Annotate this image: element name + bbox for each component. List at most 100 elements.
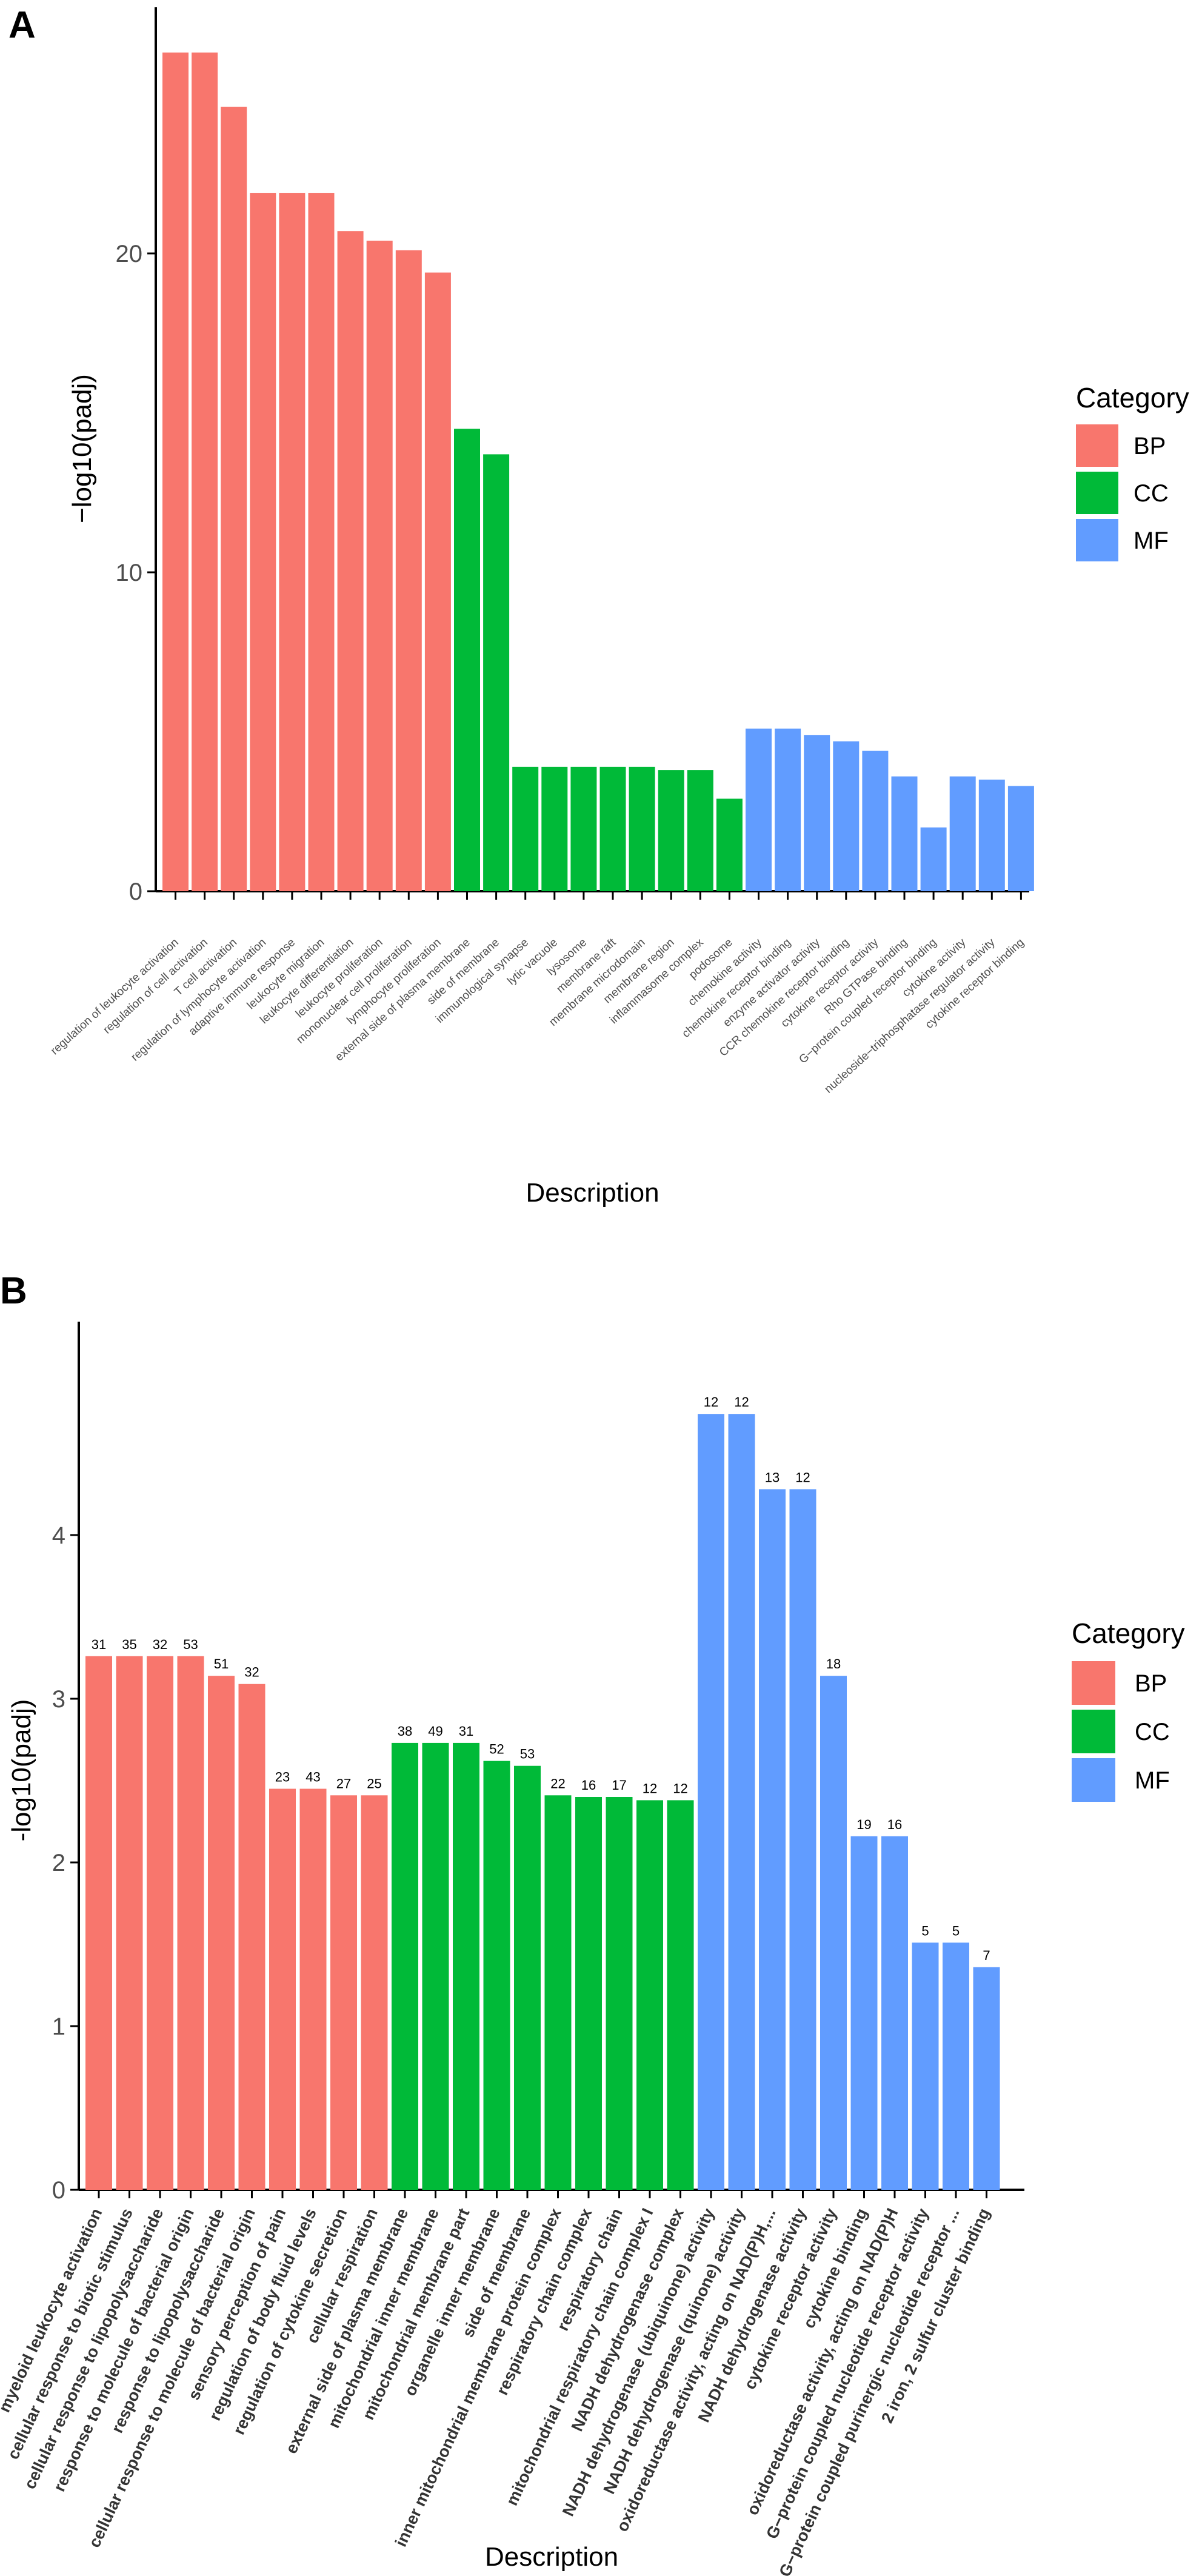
chart-a-legend-label: BP — [1134, 433, 1166, 460]
chart-a-bar — [424, 272, 451, 891]
chart-a-y-tick-label: 0 — [129, 878, 142, 905]
chart-b-bar — [667, 1800, 694, 2190]
chart-a-bar — [1007, 786, 1034, 891]
chart-a-bar — [570, 766, 597, 891]
chart-b-bar — [514, 1765, 541, 2190]
chart-b-bar — [912, 1942, 939, 2190]
chart-a-bar — [454, 429, 480, 891]
chart-b-bar — [698, 1414, 724, 2190]
chart-a-bar — [366, 240, 393, 892]
chart-a-y-tick-label: 20 — [116, 241, 143, 267]
chart-b-legend-swatch-mf — [1072, 1758, 1115, 1802]
chart-a-bar — [804, 735, 830, 891]
chart-b-y-tick-label: 3 — [52, 1686, 65, 1713]
chart-a-bar — [949, 776, 976, 891]
chart-b-count-label: 16 — [887, 1817, 902, 1832]
chart-b-count-label: 25 — [367, 1776, 381, 1791]
chart-b-bar — [544, 1795, 572, 2190]
chart-b-y-tick-label: 1 — [52, 2013, 65, 2040]
chart-b-bar — [147, 1656, 173, 2190]
chart-a-bar — [483, 454, 510, 891]
chart-a-x-axis-title: Description — [526, 1178, 659, 1208]
chart-b-y-tick-label: 2 — [52, 1850, 65, 1876]
chart-a-bar — [162, 52, 189, 892]
chart-b-bar — [728, 1414, 755, 2190]
chart-b-count-label: 31 — [92, 1637, 106, 1652]
panel-label-b: B — [0, 1270, 27, 1312]
chart-a-bar — [279, 193, 306, 891]
chart-b-count-label: 19 — [856, 1817, 871, 1832]
chart-b-count-label: 43 — [306, 1770, 320, 1785]
chart-b-count-label: 12 — [643, 1781, 657, 1796]
chart-a-legend-title: Category — [1076, 382, 1189, 413]
chart-a-bar — [629, 766, 655, 891]
chart-a-bar — [337, 231, 364, 892]
chart-b-bar — [85, 1656, 112, 2190]
chart-b-bar — [330, 1795, 357, 2190]
chart-b-bar — [850, 1836, 878, 2190]
chart-b-bar — [973, 1967, 1000, 2190]
chart-b-count-label: 49 — [428, 1724, 442, 1739]
chart-b-bar — [392, 1742, 418, 2190]
chart-b-bar — [881, 1836, 908, 2190]
chart-b-x-axis-title: Description — [485, 2542, 618, 2572]
chart-a-y-tick-label: 10 — [116, 560, 143, 586]
chart-b-count-label: 38 — [398, 1724, 412, 1739]
chart-b-count-label: 13 — [765, 1470, 780, 1485]
chart-b-count-label: 16 — [581, 1778, 596, 1793]
chart-b-count-label: 27 — [336, 1776, 351, 1791]
chart-b-y-tick-label: 0 — [52, 2177, 65, 2204]
chart-b-count-label: 5 — [952, 1923, 960, 1938]
chart-b-count-label: 22 — [550, 1776, 565, 1791]
chart-a-bar — [862, 751, 889, 891]
chart-b-count-label: 53 — [183, 1637, 198, 1652]
chart-a-bar — [250, 193, 276, 891]
chart-b-count-label: 31 — [459, 1724, 473, 1739]
chart-a-y-axis-title: −log10(padj) — [67, 374, 97, 523]
chart-b-bar — [361, 1795, 388, 2190]
chart-b-bar — [177, 1656, 204, 2190]
chart-b-count-label: 12 — [734, 1394, 749, 1410]
chart-a-bar — [221, 107, 247, 891]
panel-label-a: A — [8, 4, 36, 46]
chart-b-count-label: 35 — [122, 1637, 136, 1652]
chart-a-bar — [541, 766, 568, 891]
chart-a-legend-label: MF — [1134, 527, 1169, 554]
chart-a-legend-swatch-bp — [1076, 424, 1118, 467]
chart-a-bar — [512, 766, 539, 891]
chart-b-legend-label: MF — [1135, 1767, 1170, 1794]
chart-b-count-label: 17 — [612, 1778, 626, 1793]
chart-b-count-label: 52 — [489, 1742, 504, 1757]
chart-b-count-label: 51 — [214, 1656, 229, 1671]
chart-b-count-label: 18 — [826, 1656, 841, 1671]
chart-b-bar — [759, 1489, 786, 2190]
chart-b-bar — [238, 1684, 265, 2190]
chart-b-bar — [606, 1797, 633, 2190]
chart-a-bar — [395, 250, 422, 891]
chart-b-bar — [636, 1800, 663, 2190]
chart-a-bar — [978, 779, 1005, 891]
chart-b-bar — [453, 1742, 479, 2190]
chart-a-bar — [775, 728, 801, 891]
chart-b-legend-label: CC — [1135, 1719, 1170, 1745]
chart-b-bar — [422, 1742, 449, 2190]
chart-b-y-axis-title: -log10(padj) — [7, 1699, 36, 1842]
chart-a-bar — [833, 741, 860, 891]
chart-a-bar — [687, 770, 713, 891]
chart-a-bar — [599, 766, 626, 891]
chart-b-count-label: 23 — [275, 1770, 290, 1785]
chart-b-count-label: 7 — [983, 1948, 990, 1963]
chart-b-bar — [789, 1489, 816, 2190]
chart-b-bar — [208, 1676, 235, 2190]
chart-a-legend-label: CC — [1134, 480, 1169, 507]
chart-b-bar — [820, 1676, 847, 2190]
chart-b-legend-label: BP — [1135, 1670, 1167, 1697]
chart-b-count-label: 12 — [704, 1394, 718, 1410]
chart-a-bar — [920, 827, 947, 891]
chart-b-legend-swatch-cc — [1072, 1710, 1115, 1753]
chart-b-bar — [943, 1942, 969, 2190]
chart-b-count-label: 5 — [921, 1923, 929, 1938]
chart-b-bar — [483, 1761, 510, 2190]
chart-b-count-label: 32 — [153, 1637, 167, 1652]
